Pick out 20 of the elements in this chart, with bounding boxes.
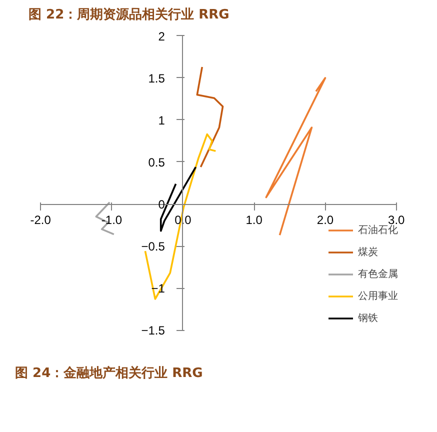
y-tick-label: 1.5	[148, 71, 166, 86]
y-tick-label: 1	[158, 113, 166, 128]
y-tick-label: −0.5	[141, 240, 166, 254]
x-tick-label: -1.0	[101, 213, 122, 228]
legend-label: 石油石化	[358, 224, 398, 237]
line-series	[196, 66, 224, 168]
x-tick-label: 1.0	[246, 213, 263, 228]
x-tick-label: 2.0	[316, 213, 334, 228]
chart-title: 图 22：周期资源品相关行业 RRG	[28, 6, 230, 22]
legend-label: 煤炭	[358, 246, 378, 259]
line-series	[160, 166, 197, 232]
y-tick-label: 0	[158, 198, 166, 212]
y-tick-label: 0.5	[148, 155, 166, 170]
legend-label: 钢铁	[358, 312, 378, 325]
legend-label: 有色金属	[358, 268, 398, 281]
x-tick-label: -2.0	[30, 213, 52, 228]
y-tick-label: 2	[158, 29, 166, 44]
legend-label: 公用事业	[358, 290, 398, 303]
caption: 图 24：金融地产相关行业 RRG	[15, 365, 203, 383]
y-tick-label: −1.5	[141, 324, 166, 338]
